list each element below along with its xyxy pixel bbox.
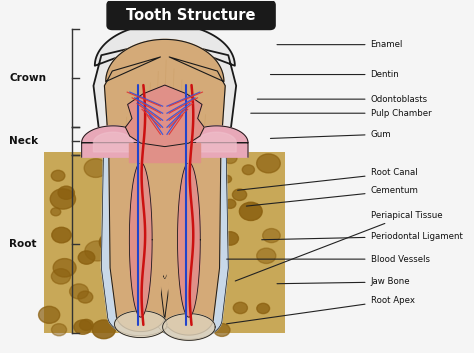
Polygon shape [108, 49, 222, 89]
Text: Enamel: Enamel [277, 40, 403, 49]
Polygon shape [109, 149, 221, 335]
Circle shape [58, 186, 74, 199]
Circle shape [74, 320, 92, 334]
Text: Periapical Tissue: Periapical Tissue [235, 211, 442, 281]
Text: Cementum: Cementum [246, 186, 419, 206]
Circle shape [242, 165, 255, 175]
Polygon shape [104, 40, 225, 149]
Circle shape [78, 291, 93, 303]
Circle shape [52, 227, 71, 243]
Polygon shape [185, 126, 248, 157]
Polygon shape [93, 132, 133, 152]
Polygon shape [178, 162, 201, 317]
Polygon shape [197, 132, 236, 152]
Circle shape [239, 202, 262, 221]
Polygon shape [115, 311, 167, 337]
Circle shape [50, 189, 75, 209]
Circle shape [85, 241, 110, 261]
Circle shape [214, 323, 230, 336]
Circle shape [222, 232, 238, 245]
Text: Root Apex: Root Apex [227, 296, 415, 324]
Circle shape [256, 154, 280, 173]
Circle shape [233, 302, 247, 313]
Circle shape [232, 189, 246, 201]
Text: Neck: Neck [9, 136, 38, 146]
Circle shape [38, 306, 60, 323]
Text: Dentin: Dentin [271, 70, 399, 79]
Circle shape [51, 269, 71, 284]
Polygon shape [129, 162, 152, 317]
Circle shape [51, 208, 61, 216]
Text: Blood Vessels: Blood Vessels [227, 255, 429, 264]
Text: Pulp Chamber: Pulp Chamber [251, 109, 431, 118]
Polygon shape [129, 143, 201, 162]
Circle shape [105, 277, 116, 286]
FancyBboxPatch shape [107, 1, 275, 30]
Circle shape [53, 259, 76, 277]
Circle shape [222, 175, 231, 183]
Circle shape [104, 245, 119, 257]
Circle shape [257, 303, 270, 313]
Circle shape [99, 232, 124, 252]
Circle shape [100, 234, 120, 251]
Circle shape [128, 314, 142, 325]
Text: Tooth Structure: Tooth Structure [127, 8, 256, 23]
Bar [45, 152, 285, 333]
Circle shape [52, 324, 66, 336]
Circle shape [78, 251, 95, 264]
Polygon shape [82, 126, 145, 157]
Text: Odontoblasts: Odontoblasts [257, 95, 428, 104]
Circle shape [80, 319, 93, 330]
Circle shape [51, 170, 65, 181]
Text: Jaw Bone: Jaw Bone [277, 277, 410, 287]
Text: Periodontal Ligament: Periodontal Ligament [262, 232, 463, 241]
Polygon shape [93, 24, 236, 149]
Text: Gum: Gum [271, 130, 391, 139]
Circle shape [223, 152, 237, 163]
Text: Root: Root [9, 239, 37, 249]
Circle shape [225, 199, 236, 208]
Text: Root Canal: Root Canal [237, 168, 417, 190]
Polygon shape [163, 313, 215, 340]
Text: Crown: Crown [9, 73, 46, 83]
Circle shape [70, 284, 88, 299]
Circle shape [84, 159, 108, 178]
Polygon shape [126, 85, 204, 146]
Circle shape [257, 248, 276, 263]
Circle shape [263, 228, 280, 243]
Polygon shape [101, 148, 228, 339]
Polygon shape [113, 150, 217, 331]
Circle shape [92, 320, 116, 339]
